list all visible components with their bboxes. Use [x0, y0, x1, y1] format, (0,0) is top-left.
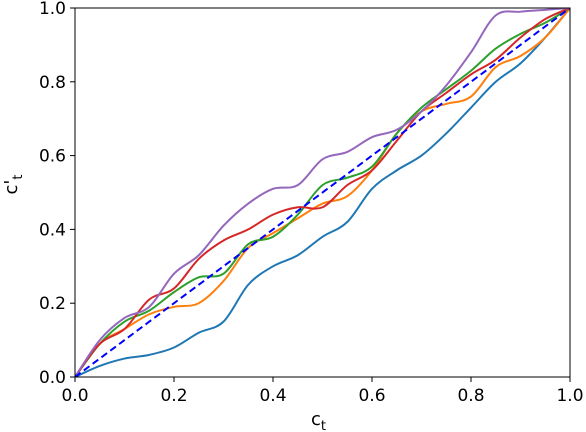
series-line-2	[75, 8, 570, 377]
y-tick-label: 0.8	[39, 73, 66, 93]
ticks-layer: 0.0 0.2 0.4 0.6 0.8 1.0 0.0 0.2 0.4 0.6 0.8 1.0	[39, 0, 584, 406]
x-tick-label: 0.0	[61, 386, 88, 406]
series-line-5	[75, 8, 570, 377]
y-axis-label-main: c'	[1, 180, 22, 195]
y-tick-label: 0.2	[39, 294, 66, 314]
x-tick-label: 1.0	[556, 386, 583, 406]
y-tick-label: 0.0	[39, 368, 66, 388]
x-axis-label-main: c	[311, 409, 321, 430]
series-line-4	[75, 8, 570, 377]
x-axis-label: ct	[311, 409, 326, 432]
x-tick-label: 0.8	[457, 386, 484, 406]
x-tick-label: 0.6	[358, 386, 385, 406]
series-line-6	[75, 8, 570, 377]
x-axis-label-subscript: t	[321, 419, 326, 432]
plot-frame	[74, 7, 571, 378]
series-line-1	[75, 8, 570, 377]
x-tick-label: 0.2	[160, 386, 187, 406]
y-tick-label: 0.4	[39, 220, 66, 240]
x-tick-label: 0.4	[259, 386, 286, 406]
y-tick-label: 1.0	[39, 0, 66, 19]
y-axis-label-subscript: t	[11, 175, 26, 180]
series-layer	[75, 8, 570, 377]
y-tick-label: 0.6	[39, 147, 66, 167]
y-axis-label: c't	[1, 175, 26, 195]
series-line-3	[75, 8, 570, 377]
